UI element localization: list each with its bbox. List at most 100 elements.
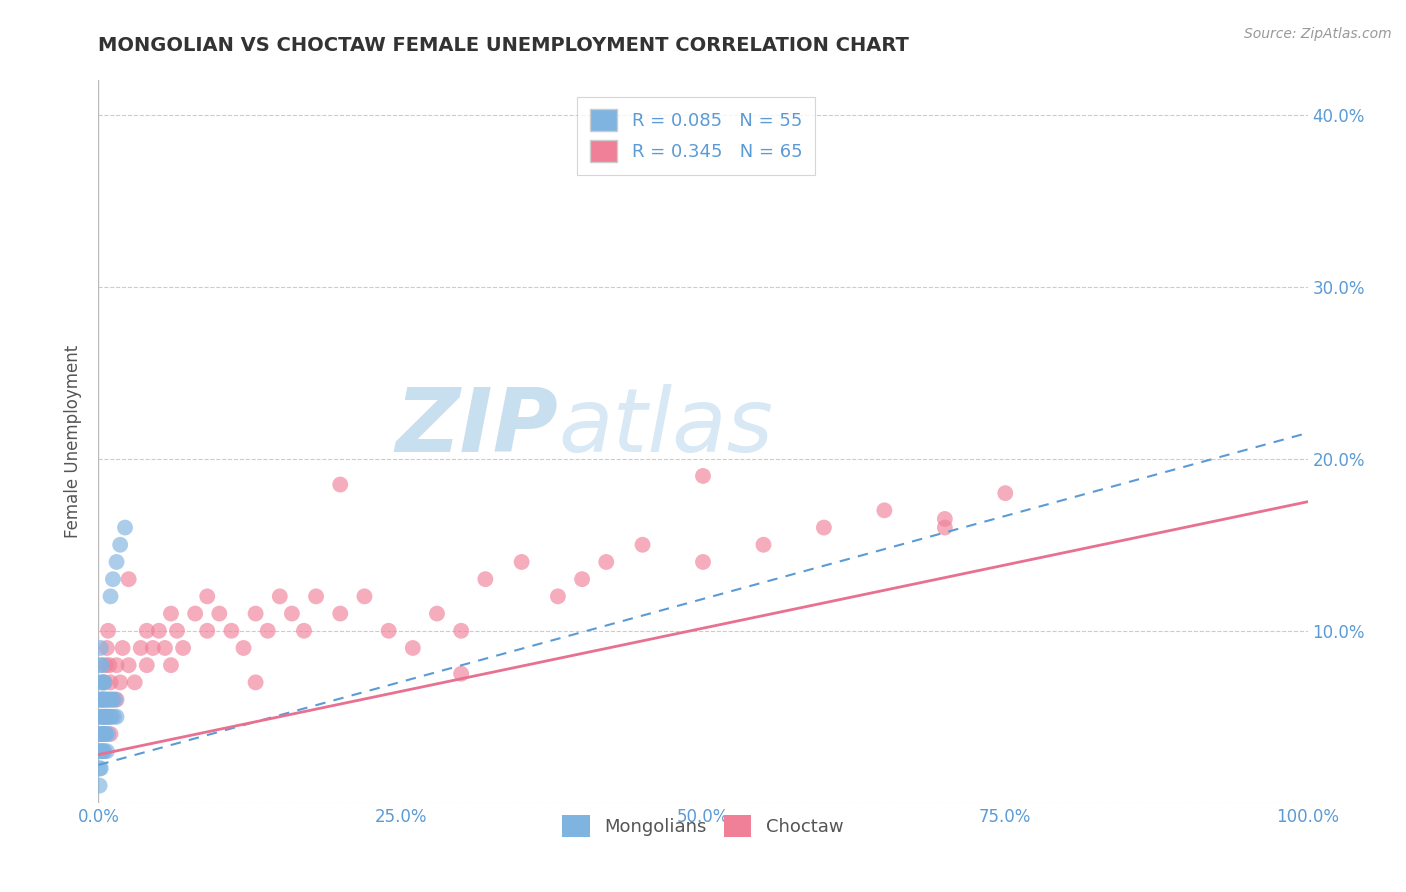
Point — [91, 692, 114, 706]
Point — [221, 624, 243, 638]
Point — [934, 520, 956, 534]
Point — [91, 727, 114, 741]
Point — [195, 590, 218, 604]
Point — [813, 520, 835, 534]
Point — [93, 727, 115, 741]
Point — [100, 675, 122, 690]
Point — [91, 727, 114, 741]
Point — [100, 710, 122, 724]
Point — [91, 710, 114, 724]
Point — [353, 590, 375, 604]
Point — [91, 658, 114, 673]
Text: atlas: atlas — [558, 384, 773, 470]
Point — [93, 675, 115, 690]
Point — [96, 710, 118, 724]
Point — [100, 727, 122, 741]
Point — [97, 624, 120, 638]
Point — [124, 675, 146, 690]
Point — [96, 640, 118, 655]
Point — [101, 572, 124, 586]
Point — [101, 692, 124, 706]
Point — [402, 640, 425, 655]
Point — [281, 607, 304, 621]
Point — [129, 640, 152, 655]
Text: MONGOLIAN VS CHOCTAW FEMALE UNEMPLOYMENT CORRELATION CHART: MONGOLIAN VS CHOCTAW FEMALE UNEMPLOYMENT… — [98, 36, 910, 54]
Point — [89, 779, 111, 793]
Point — [94, 727, 117, 741]
Point — [100, 692, 122, 706]
Point — [142, 640, 165, 655]
Point — [89, 692, 111, 706]
Point — [752, 538, 775, 552]
Point — [245, 607, 267, 621]
Point — [160, 658, 183, 673]
Point — [91, 710, 114, 724]
Point — [184, 607, 207, 621]
Point — [90, 710, 112, 724]
Point — [474, 572, 496, 586]
Point — [90, 675, 112, 690]
Text: ZIP: ZIP — [395, 384, 558, 471]
Point — [105, 692, 128, 706]
Point — [135, 658, 157, 673]
Point — [97, 727, 120, 741]
Point — [91, 744, 114, 758]
Point — [89, 727, 111, 741]
Point — [94, 710, 117, 724]
Point — [256, 624, 278, 638]
Point — [118, 658, 141, 673]
Legend: Mongolians, Choctaw: Mongolians, Choctaw — [555, 808, 851, 845]
Point — [96, 744, 118, 758]
Point — [98, 710, 121, 724]
Point — [90, 744, 112, 758]
Point — [96, 692, 118, 706]
Point — [166, 624, 188, 638]
Point — [94, 727, 117, 741]
Point — [104, 692, 127, 706]
Point — [595, 555, 617, 569]
Point — [631, 538, 654, 552]
Point — [90, 640, 112, 655]
Point — [111, 640, 134, 655]
Point — [105, 555, 128, 569]
Y-axis label: Female Unemployment: Female Unemployment — [65, 345, 83, 538]
Point — [510, 555, 533, 569]
Point — [450, 666, 472, 681]
Point — [94, 658, 117, 673]
Point — [105, 658, 128, 673]
Point — [305, 590, 328, 604]
Point — [98, 658, 121, 673]
Point — [118, 572, 141, 586]
Point — [245, 675, 267, 690]
Point — [91, 727, 114, 741]
Point — [160, 607, 183, 621]
Point — [90, 727, 112, 741]
Point — [692, 469, 714, 483]
Point — [103, 710, 125, 724]
Point — [195, 624, 218, 638]
Point — [108, 675, 131, 690]
Point — [450, 624, 472, 638]
Point — [329, 477, 352, 491]
Point — [208, 607, 231, 621]
Point — [994, 486, 1017, 500]
Point — [91, 692, 114, 706]
Point — [108, 538, 131, 552]
Point — [148, 624, 170, 638]
Point — [90, 658, 112, 673]
Point — [94, 710, 117, 724]
Point — [571, 572, 593, 586]
Point — [269, 590, 291, 604]
Point — [93, 710, 115, 724]
Point — [114, 520, 136, 534]
Point — [91, 675, 114, 690]
Point — [91, 744, 114, 758]
Point — [692, 555, 714, 569]
Point — [90, 710, 112, 724]
Text: Source: ZipAtlas.com: Source: ZipAtlas.com — [1244, 27, 1392, 41]
Point — [91, 692, 114, 706]
Point — [91, 675, 114, 690]
Point — [94, 692, 117, 706]
Point — [89, 744, 111, 758]
Point — [93, 675, 115, 690]
